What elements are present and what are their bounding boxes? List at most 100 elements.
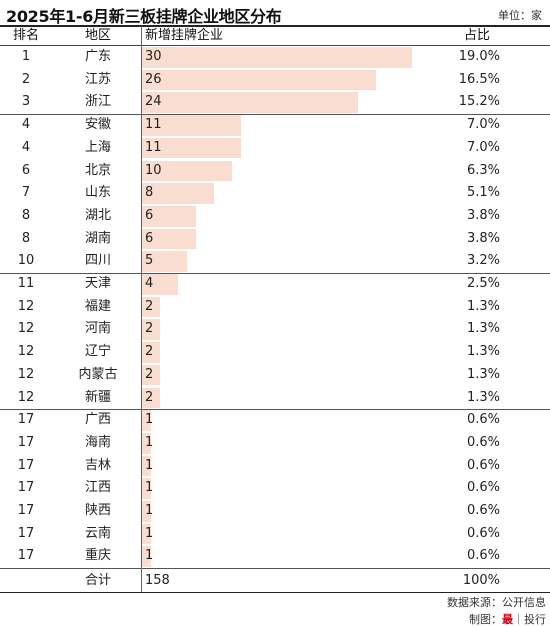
rank-label: 12 bbox=[17, 298, 35, 314]
bar bbox=[142, 478, 151, 499]
percent-label: 1.3% bbox=[466, 389, 500, 405]
bar bbox=[142, 410, 151, 431]
group-separator bbox=[0, 114, 550, 116]
bar bbox=[142, 251, 187, 272]
value-label: 6 bbox=[145, 230, 154, 246]
region-label: 福建 bbox=[84, 298, 111, 314]
value-label: 1 bbox=[145, 480, 154, 496]
value-label: 26 bbox=[145, 71, 162, 87]
value-label: 30 bbox=[145, 49, 162, 64]
bar bbox=[142, 387, 160, 409]
percent-label: 0.6% bbox=[466, 480, 500, 496]
percent-label: 3.8% bbox=[466, 230, 500, 246]
bar bbox=[142, 455, 151, 477]
percent-label: 0.6% bbox=[466, 434, 500, 450]
region-label: 广东 bbox=[84, 49, 111, 64]
bar bbox=[142, 69, 376, 91]
header-rule bbox=[0, 45, 550, 46]
percent-label: 15.2% bbox=[458, 94, 500, 110]
maker-prefix: 制图： bbox=[469, 613, 502, 626]
region-label: 北京 bbox=[84, 162, 111, 178]
region-label: 上海 bbox=[84, 139, 111, 155]
value-label: 2 bbox=[145, 366, 154, 382]
rank-label: 17 bbox=[17, 480, 35, 496]
value-label: 11 bbox=[145, 139, 162, 155]
percent-label: 1.3% bbox=[466, 321, 500, 337]
rank-label: 4 bbox=[21, 117, 31, 133]
region-label: 四川 bbox=[84, 253, 111, 269]
percent-label: 19.0% bbox=[458, 49, 500, 64]
percent-label: 1.3% bbox=[466, 298, 500, 314]
rank-label: 17 bbox=[17, 434, 35, 450]
rank-label: 3 bbox=[21, 94, 31, 110]
total-value: 158 bbox=[145, 573, 170, 588]
unit-label: 单位：家 bbox=[498, 9, 542, 22]
brand-logo-mark: 最 bbox=[502, 613, 513, 626]
region-label: 江西 bbox=[84, 480, 111, 496]
value-label: 1 bbox=[145, 434, 154, 450]
maker-separator: ｜ bbox=[513, 613, 524, 626]
region-label: 重庆 bbox=[84, 548, 111, 564]
value-label: 11 bbox=[145, 117, 162, 133]
value-label: 1 bbox=[145, 412, 154, 428]
rank-label: 17 bbox=[17, 503, 35, 518]
value-label: 6 bbox=[145, 207, 154, 223]
rank-label: 17 bbox=[17, 457, 35, 473]
value-label: 5 bbox=[145, 253, 154, 269]
region-label: 河南 bbox=[84, 321, 111, 337]
total-pct: 100% bbox=[462, 573, 500, 588]
percent-label: 0.6% bbox=[466, 548, 500, 564]
rank-label: 4 bbox=[21, 139, 31, 155]
bar bbox=[142, 342, 160, 363]
total-separator bbox=[0, 568, 550, 570]
column-divider bbox=[141, 26, 142, 593]
rank-label: 7 bbox=[21, 185, 31, 201]
percent-label: 1.3% bbox=[466, 344, 500, 360]
rank-label: 17 bbox=[17, 548, 35, 564]
bar bbox=[142, 47, 412, 68]
value-label: 24 bbox=[145, 94, 162, 110]
region-label: 湖北 bbox=[84, 207, 111, 223]
value-label: 2 bbox=[145, 344, 154, 360]
header-pct: 占比 bbox=[463, 28, 490, 43]
percent-label: 5.1% bbox=[466, 185, 500, 201]
percent-label: 16.5% bbox=[458, 71, 500, 87]
group-separator bbox=[0, 409, 550, 411]
bar bbox=[142, 92, 358, 114]
bar bbox=[142, 432, 151, 454]
value-label: 2 bbox=[145, 321, 154, 337]
rank-label: 11 bbox=[17, 276, 35, 291]
top-rule bbox=[0, 25, 550, 27]
region-label: 山东 bbox=[84, 185, 111, 201]
region-label: 广西 bbox=[84, 412, 111, 428]
rank-label: 8 bbox=[21, 207, 31, 223]
percent-label: 6.3% bbox=[466, 162, 500, 178]
maker-name: 投行 bbox=[524, 613, 546, 626]
region-label: 内蒙古 bbox=[78, 366, 118, 382]
bar bbox=[142, 137, 241, 159]
percent-label: 0.6% bbox=[466, 525, 500, 541]
rank-label: 10 bbox=[17, 253, 35, 269]
percent-label: 0.6% bbox=[466, 457, 500, 473]
bar bbox=[142, 183, 214, 204]
percent-label: 0.6% bbox=[466, 412, 500, 428]
value-label: 1 bbox=[145, 548, 154, 564]
bottom-rule bbox=[0, 592, 550, 593]
bar bbox=[142, 546, 151, 568]
region-label: 辽宁 bbox=[84, 344, 111, 360]
bar bbox=[142, 274, 178, 295]
region-label: 天津 bbox=[84, 276, 111, 291]
group-separator bbox=[0, 273, 550, 274]
bar bbox=[142, 228, 196, 250]
region-label: 新疆 bbox=[84, 389, 111, 405]
bar bbox=[142, 160, 232, 182]
percent-label: 0.6% bbox=[466, 503, 500, 518]
rank-label: 12 bbox=[17, 321, 35, 337]
bar bbox=[142, 115, 241, 136]
region-label: 江苏 bbox=[84, 71, 111, 87]
bar bbox=[142, 523, 151, 545]
value-label: 8 bbox=[145, 185, 154, 201]
rank-label: 2 bbox=[21, 71, 31, 87]
region-label: 吉林 bbox=[84, 457, 111, 473]
percent-label: 7.0% bbox=[466, 117, 500, 133]
